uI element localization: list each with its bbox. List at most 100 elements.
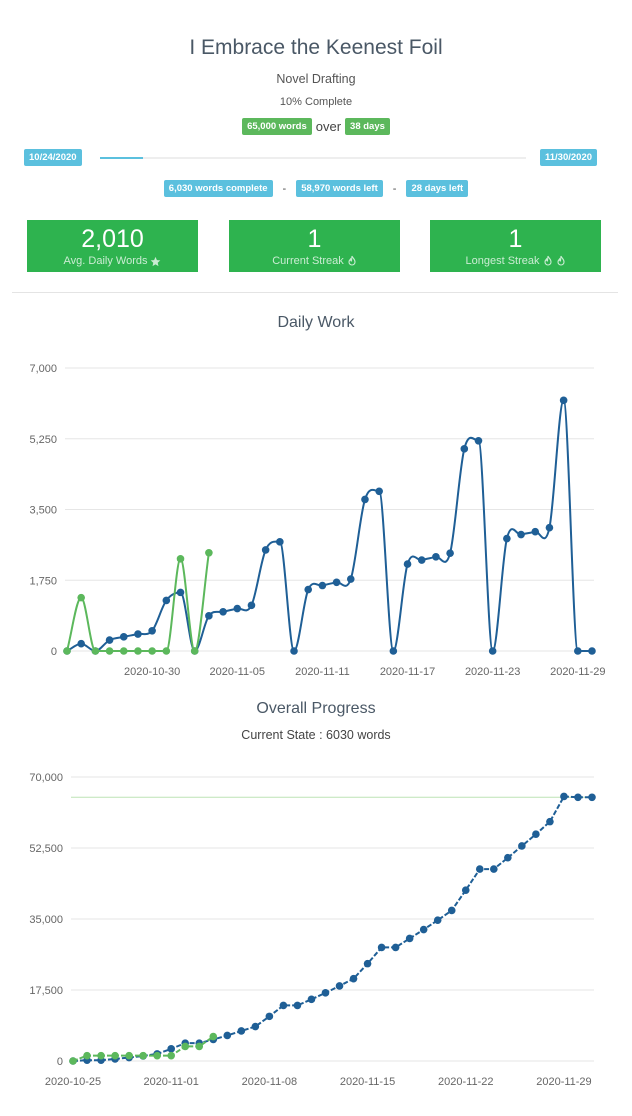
data-point-target[interactable]: [432, 553, 440, 561]
progress-bar: [100, 157, 526, 159]
data-point-target[interactable]: [559, 396, 568, 405]
data-point-target[interactable]: [279, 1001, 288, 1010]
data-point-actual[interactable]: [167, 1051, 175, 1060]
daily-work-title: Daily Work: [277, 314, 355, 331]
data-point-actual[interactable]: [205, 548, 213, 557]
data-point-target[interactable]: [219, 607, 227, 616]
data-point-target[interactable]: [251, 1022, 260, 1031]
stat-label: Longest Streak: [430, 255, 601, 267]
data-point-target[interactable]: [405, 934, 414, 943]
data-point-target[interactable]: [391, 943, 400, 952]
data-point-target[interactable]: [346, 575, 355, 583]
data-point-target[interactable]: [488, 647, 497, 655]
data-point-target[interactable]: [167, 1045, 175, 1053]
data-point-actual[interactable]: [77, 593, 85, 602]
data-point-target[interactable]: [265, 1012, 274, 1021]
data-point-target[interactable]: [363, 959, 372, 968]
data-point-actual[interactable]: [153, 1051, 161, 1060]
days-left-badge: 28 days left: [406, 180, 469, 197]
data-point-target[interactable]: [375, 487, 383, 496]
data-point-target[interactable]: [377, 943, 386, 952]
data-point-target[interactable]: [261, 546, 270, 554]
stat-card-longest-streak: 1 Longest Streak: [430, 220, 601, 272]
data-point-target[interactable]: [574, 793, 582, 802]
start-date-badge: 10/24/2020: [24, 149, 82, 166]
data-point-target[interactable]: [532, 830, 540, 839]
data-point-target[interactable]: [389, 647, 398, 655]
data-point-target[interactable]: [361, 495, 369, 504]
data-point-target[interactable]: [417, 556, 426, 564]
x-tick-label: 2020-11-22: [438, 1076, 493, 1088]
data-point-actual[interactable]: [139, 1051, 147, 1060]
data-point-target[interactable]: [546, 817, 554, 826]
data-point-actual[interactable]: [105, 647, 114, 655]
data-point-target[interactable]: [474, 436, 483, 445]
data-point-actual[interactable]: [176, 555, 185, 563]
data-point-target[interactable]: [349, 974, 358, 983]
goal-words-badge: 65,000 words: [242, 118, 312, 135]
data-point-target[interactable]: [237, 1027, 246, 1035]
y-tick-label: 1,750: [29, 575, 57, 587]
data-point-actual[interactable]: [91, 647, 100, 655]
data-point-actual[interactable]: [190, 647, 199, 655]
data-point-actual[interactable]: [162, 647, 171, 655]
data-point-target[interactable]: [293, 1001, 302, 1010]
data-point-actual[interactable]: [148, 647, 156, 655]
data-point-target[interactable]: [588, 793, 596, 802]
data-point-target[interactable]: [105, 636, 114, 644]
data-point-target[interactable]: [318, 581, 327, 590]
data-point-target[interactable]: [531, 527, 540, 536]
data-point-target[interactable]: [176, 588, 185, 597]
flame-icon: [348, 255, 356, 266]
flame-icon: [543, 255, 552, 266]
data-point-target[interactable]: [518, 842, 526, 850]
data-point-target[interactable]: [503, 534, 511, 543]
data-point-target[interactable]: [321, 989, 330, 997]
data-point-target[interactable]: [223, 1031, 232, 1040]
data-point-actual[interactable]: [111, 1051, 119, 1060]
data-point-actual[interactable]: [119, 647, 128, 655]
data-point-target[interactable]: [335, 982, 344, 990]
data-point-target[interactable]: [433, 916, 442, 925]
data-point-target[interactable]: [119, 633, 128, 641]
data-point-target[interactable]: [475, 865, 484, 873]
data-point-target[interactable]: [446, 549, 454, 557]
data-point-actual[interactable]: [83, 1051, 91, 1060]
data-point-actual[interactable]: [195, 1042, 204, 1051]
data-point-target[interactable]: [332, 578, 341, 587]
data-point-target[interactable]: [461, 886, 470, 894]
section-divider: [12, 292, 618, 293]
data-point-target[interactable]: [148, 626, 156, 635]
data-point-actual[interactable]: [69, 1057, 77, 1065]
data-point-actual[interactable]: [134, 647, 142, 655]
x-tick-label: 2020-11-15: [340, 1076, 395, 1088]
data-point-target[interactable]: [290, 647, 298, 655]
data-point-target[interactable]: [517, 530, 525, 539]
data-point-target[interactable]: [545, 523, 554, 532]
data-point-target[interactable]: [574, 647, 582, 655]
data-point-target[interactable]: [307, 995, 316, 1004]
data-point-target[interactable]: [205, 612, 213, 620]
data-point-target[interactable]: [162, 596, 171, 605]
data-point-target[interactable]: [490, 865, 498, 873]
data-point-actual[interactable]: [209, 1032, 218, 1041]
data-point-target[interactable]: [276, 538, 284, 546]
data-point-target[interactable]: [460, 445, 469, 453]
data-point-target[interactable]: [233, 604, 242, 613]
data-point-target[interactable]: [403, 560, 412, 568]
data-point-target[interactable]: [419, 925, 428, 934]
data-point-actual[interactable]: [181, 1042, 190, 1051]
data-point-actual[interactable]: [63, 647, 71, 655]
data-point-target[interactable]: [504, 853, 512, 862]
y-tick-label: 35,000: [29, 914, 63, 926]
data-point-target[interactable]: [588, 647, 596, 655]
stat-label-text: Avg. Daily Words: [63, 255, 148, 267]
data-point-actual[interactable]: [125, 1051, 133, 1060]
data-point-target[interactable]: [304, 585, 313, 594]
data-point-target[interactable]: [560, 792, 568, 801]
data-point-target[interactable]: [447, 906, 456, 915]
data-point-actual[interactable]: [97, 1051, 105, 1060]
data-point-target[interactable]: [247, 601, 256, 610]
data-point-target[interactable]: [77, 639, 85, 648]
data-point-target[interactable]: [134, 630, 142, 638]
